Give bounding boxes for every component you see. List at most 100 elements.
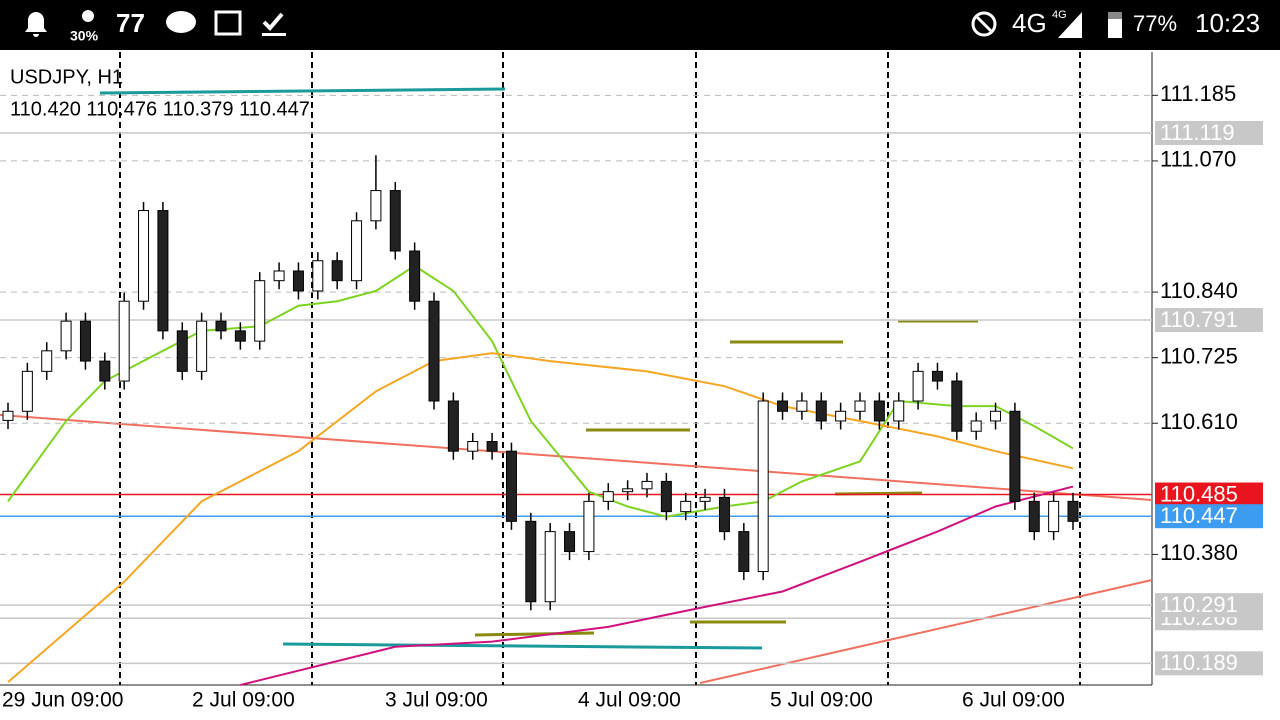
candle-body: [118, 300, 130, 382]
candle-body: [815, 400, 827, 422]
price-tag-label: 110.791: [1160, 307, 1238, 332]
y-tick-label: 110.725: [1160, 343, 1238, 368]
teal-line: [282, 642, 763, 650]
candle-body: [544, 531, 556, 603]
candle-body: [990, 410, 1002, 422]
candle-body: [505, 450, 517, 522]
candle-body: [157, 210, 169, 332]
candle-body: [951, 380, 963, 432]
dnd-icon: [971, 11, 997, 37]
symbol-title: USDJPY, H1: [10, 66, 123, 88]
candle-body: [370, 190, 382, 222]
candle-body: [428, 300, 440, 402]
candle-body: [60, 320, 72, 352]
image-icon: [214, 10, 242, 36]
candle-body: [41, 350, 53, 372]
price-tag: [1155, 308, 1263, 333]
price-tag: [1155, 504, 1263, 529]
candle-body: [486, 440, 498, 452]
candle-body: [718, 496, 730, 533]
candle-body: [215, 320, 227, 332]
y-tick-label: 111.070: [1160, 147, 1236, 172]
candle-body: [79, 320, 91, 362]
teal-line: [99, 87, 506, 95]
candle-body: [583, 500, 595, 553]
candle-body: [312, 260, 324, 292]
candle-body: [447, 400, 459, 452]
candle-body: [1009, 410, 1021, 502]
candle-body: [622, 488, 634, 493]
status-bar: [0, 0, 1280, 50]
candle-body: [389, 190, 401, 252]
candle-body: [99, 360, 111, 382]
candle-body: [931, 370, 943, 382]
status-texts: 30% 77 4G 4G 77% 10:23: [70, 8, 1260, 44]
candle-body: [699, 496, 711, 502]
network-sup: 4G: [1052, 9, 1067, 21]
candle-body: [176, 330, 188, 372]
price-tag-label: 110.447: [1160, 503, 1238, 528]
candle-body: [351, 220, 363, 282]
segment: [474, 631, 595, 637]
candle-body: [21, 370, 33, 412]
candle-body: [2, 410, 14, 421]
candle-body: [970, 420, 982, 432]
notification-count: 77: [116, 8, 145, 38]
line-icon: [166, 11, 196, 33]
moving-average: [7, 352, 1074, 683]
candle-body: [873, 400, 885, 422]
x-tick-label: 29 Jun 09:00: [2, 689, 123, 712]
candle-body: [1067, 500, 1079, 522]
price-tag: [1155, 651, 1263, 676]
check-icon: [262, 12, 284, 31]
trendline: [699, 579, 1153, 684]
candle-body: [196, 320, 208, 372]
moving-average: [240, 485, 1074, 686]
candle-body: [680, 500, 692, 513]
candle-body: [835, 410, 847, 422]
candle-body: [660, 480, 672, 513]
signal-icon: [1058, 12, 1082, 38]
y-tick-label: 110.840: [1160, 278, 1238, 303]
plot-area: [0, 52, 1153, 686]
weather-icon: [82, 10, 94, 22]
candle-body: [757, 400, 769, 573]
weather-pct: 30%: [70, 28, 99, 44]
candle-body: [893, 400, 905, 422]
battery-level: [1108, 19, 1122, 38]
battery-pct: 77%: [1133, 11, 1177, 36]
candle-body: [331, 260, 343, 282]
olive-segments: [474, 319, 978, 637]
y-tick-label: 110.610: [1160, 409, 1238, 434]
status-icons: [25, 10, 1122, 38]
candle-body: [602, 491, 614, 502]
candle-body: [467, 440, 479, 452]
check-underline: [262, 33, 286, 36]
x-tick-label: 6 Jul 09:00: [962, 689, 1065, 712]
x-tick-label: 5 Jul 09:00: [770, 689, 873, 712]
price-tag-label: 110.485: [1160, 481, 1238, 506]
candle-body: [1028, 500, 1040, 533]
candle-body: [138, 210, 150, 302]
trendline: [0, 414, 1153, 501]
drawings: [0, 87, 1153, 684]
period-separators: [119, 52, 1081, 685]
candle-body: [738, 531, 750, 573]
candle-body: [912, 370, 924, 402]
candle-body: [273, 270, 285, 282]
x-tick-label: 4 Jul 09:00: [578, 689, 681, 712]
bell-icon: [25, 12, 47, 37]
candle-body: [234, 330, 246, 342]
y-tick-label: 111.185: [1160, 81, 1236, 106]
price-tag: [1155, 593, 1263, 618]
candle-body: [525, 520, 537, 603]
x-tick-label: 3 Jul 09:00: [385, 689, 488, 712]
network-type: 4G: [1012, 8, 1047, 38]
candle-body: [292, 270, 304, 292]
candle-body: [777, 400, 789, 412]
candle-body: [796, 400, 808, 412]
candle-body: [409, 250, 421, 302]
price-tag-label: 111.119: [1160, 120, 1235, 145]
